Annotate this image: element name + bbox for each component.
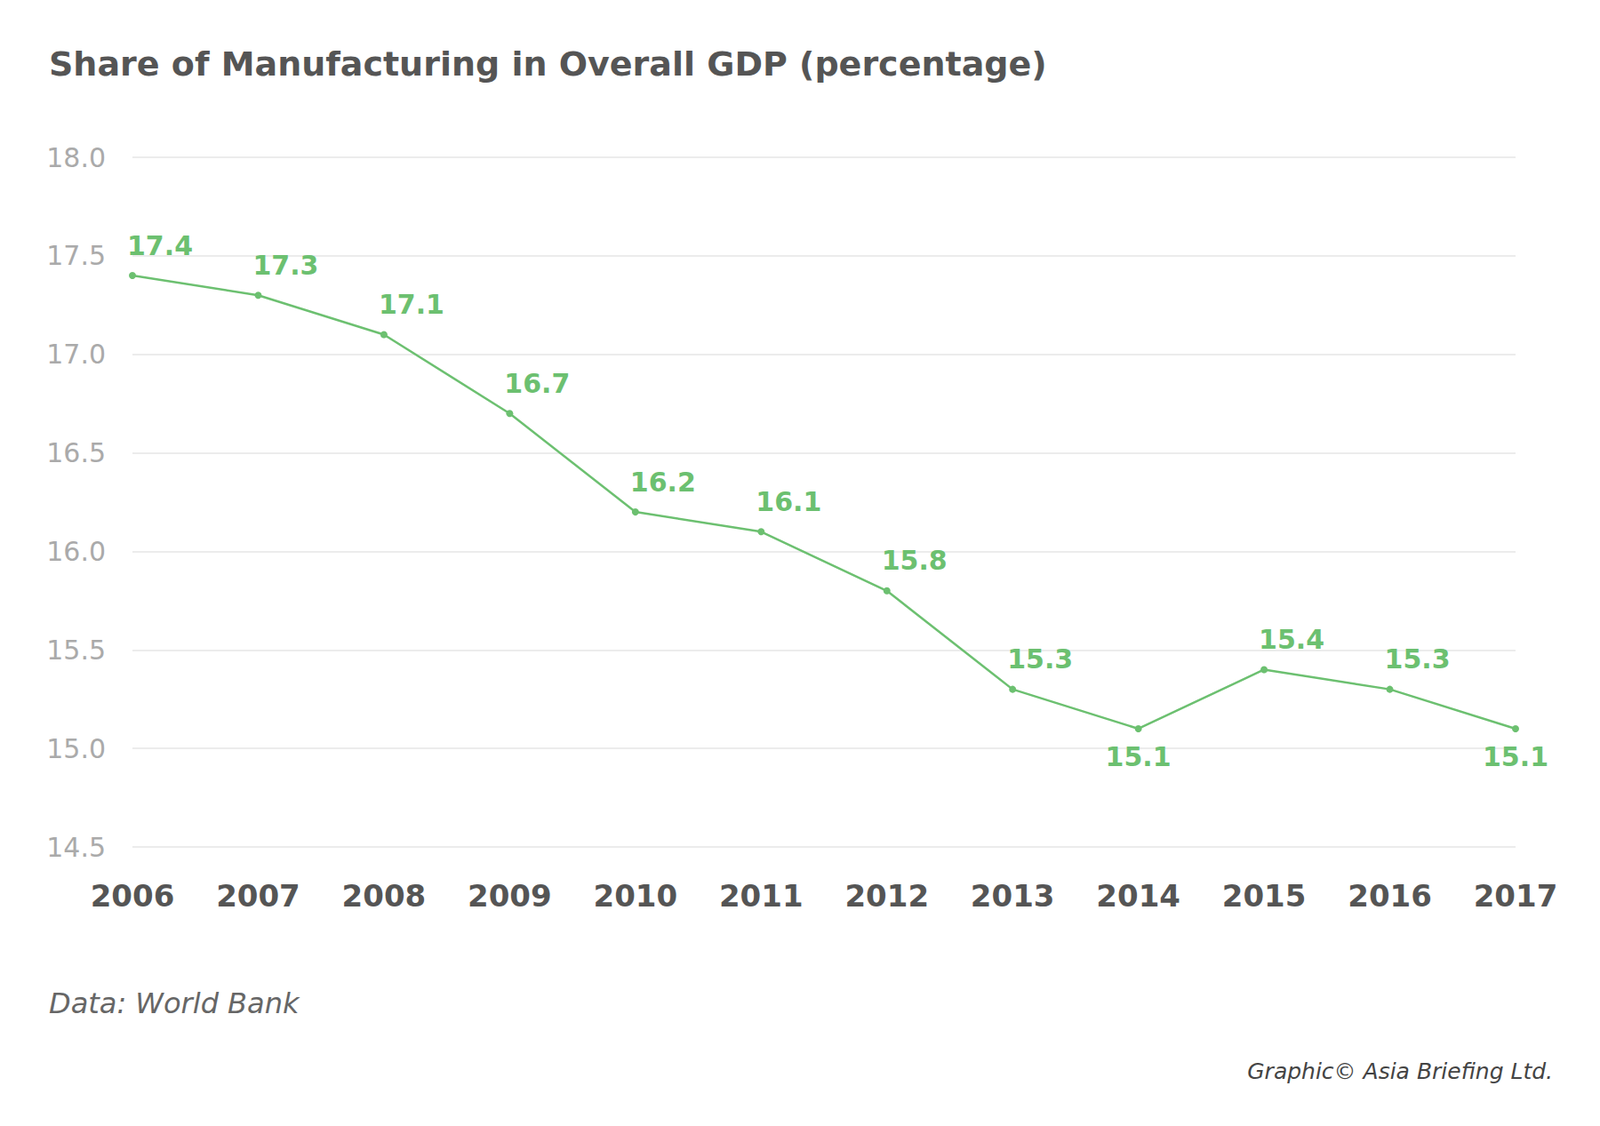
svg-text:15.3: 15.3 (1384, 643, 1451, 675)
svg-text:15.1: 15.1 (1105, 741, 1172, 773)
svg-text:2016: 2016 (1347, 878, 1432, 914)
svg-text:Graphic© Asia Briefing Ltd.: Graphic© Asia Briefing Ltd. (1247, 1058, 1553, 1085)
svg-text:Data: World Bank: Data: World Bank (48, 986, 301, 1021)
svg-text:15.5: 15.5 (46, 634, 106, 666)
svg-text:2008: 2008 (342, 878, 427, 914)
svg-text:16.2: 16.2 (630, 466, 696, 498)
svg-text:15.3: 15.3 (1007, 643, 1073, 675)
svg-text:15.0: 15.0 (46, 733, 106, 765)
svg-text:14.5: 14.5 (46, 832, 106, 864)
svg-text:17.4: 17.4 (127, 230, 193, 262)
svg-text:15.1: 15.1 (1482, 741, 1549, 773)
svg-text:15.4: 15.4 (1258, 624, 1325, 656)
svg-text:2017: 2017 (1473, 878, 1559, 914)
svg-text:2015: 2015 (1222, 878, 1307, 914)
svg-text:2013: 2013 (970, 878, 1056, 914)
svg-text:2009: 2009 (467, 878, 552, 914)
svg-text:17.3: 17.3 (252, 249, 319, 281)
svg-text:2006: 2006 (90, 878, 176, 914)
svg-text:17.5: 17.5 (46, 240, 106, 272)
svg-text:2011: 2011 (719, 878, 804, 914)
svg-text:2012: 2012 (844, 878, 929, 914)
svg-text:2014: 2014 (1096, 878, 1181, 914)
svg-text:2007: 2007 (216, 878, 301, 914)
svg-text:17.0: 17.0 (46, 338, 106, 370)
svg-text:2010: 2010 (592, 878, 678, 914)
svg-text:16.7: 16.7 (504, 368, 570, 400)
svg-text:16.5: 16.5 (46, 437, 106, 469)
svg-text:16.0: 16.0 (46, 536, 106, 568)
svg-text:18.0: 18.0 (46, 142, 106, 174)
svg-text:Share of Manufacturing in Over: Share of Manufacturing in Overall GDP (p… (48, 44, 1048, 84)
svg-text:17.1: 17.1 (378, 288, 445, 320)
svg-text:16.1: 16.1 (755, 486, 822, 518)
svg-text:15.8: 15.8 (881, 544, 948, 576)
